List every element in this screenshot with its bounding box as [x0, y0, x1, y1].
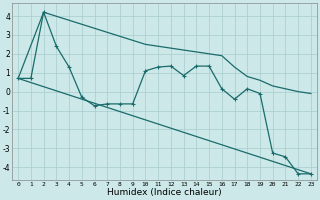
X-axis label: Humidex (Indice chaleur): Humidex (Indice chaleur)	[107, 188, 222, 197]
